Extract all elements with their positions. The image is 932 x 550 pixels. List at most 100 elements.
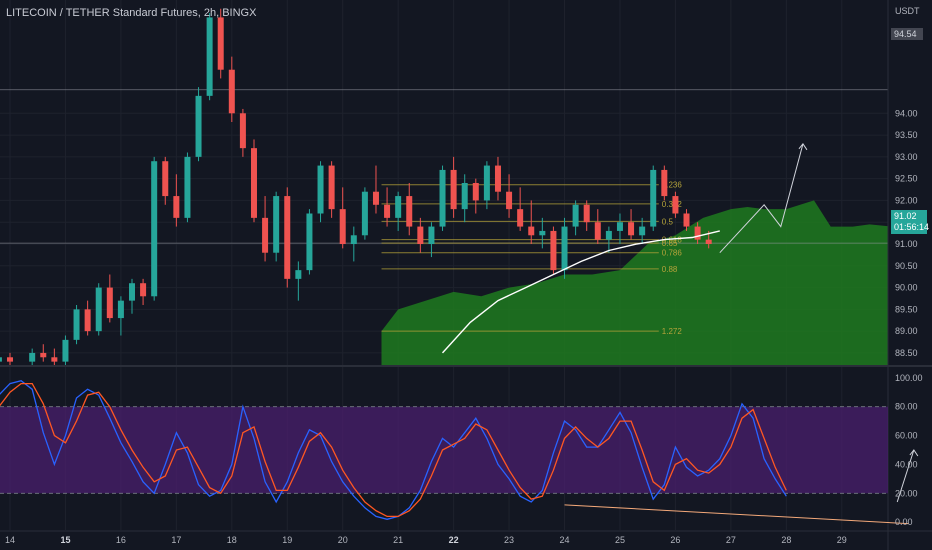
price-tick-label: 92.00 — [895, 195, 918, 205]
candle — [162, 156, 169, 205]
price-axis[interactable]: 94.0093.5093.0092.5092.0091.5091.0090.50… — [887, 0, 932, 550]
candle-body — [628, 222, 635, 236]
candle — [483, 161, 490, 210]
chart-title: LITECOIN / TETHER Standard Futures, 2h, … — [6, 7, 257, 19]
candle-body — [250, 148, 257, 218]
candle-body — [228, 69, 235, 114]
time-tick-label: 23 — [504, 535, 514, 545]
time-tick-label: 17 — [171, 535, 181, 545]
candle-body — [295, 270, 302, 279]
candle — [62, 335, 69, 366]
price-tick-label: 92.50 — [895, 174, 918, 184]
price-tick-label: 90.50 — [895, 261, 918, 271]
stoch-tick-label: 40.00 — [895, 459, 918, 469]
candle — [372, 165, 379, 214]
candle-body — [517, 209, 524, 227]
candle-body — [672, 196, 679, 214]
candle-body — [428, 226, 435, 244]
fib-level-label: 0.382 — [662, 200, 683, 209]
candle — [250, 139, 257, 223]
stoch-axis: 100.00 80.00 60.00 40.00 20.00 0.00 — [895, 373, 923, 527]
candle — [583, 200, 590, 231]
price-tick-label: 94.00 — [895, 108, 918, 118]
projection-path-line — [719, 143, 804, 254]
price-tick-label: 93.50 — [895, 130, 918, 140]
candle — [661, 165, 668, 201]
time-tick-label: 27 — [726, 535, 736, 545]
stoch-tick-label: 80.00 — [895, 402, 918, 412]
candle-body — [594, 222, 601, 240]
candle — [361, 187, 368, 240]
time-tick-label: 15 — [60, 535, 70, 545]
time-tick-label: 26 — [670, 535, 680, 545]
fib-level-label: 0.618 — [662, 236, 683, 245]
candle-body — [683, 213, 690, 227]
candle-body — [62, 339, 69, 362]
candle-body — [395, 196, 402, 218]
moving-average — [441, 230, 720, 354]
candle-body — [461, 183, 468, 210]
candle — [84, 300, 91, 336]
stoch-arrowhead — [909, 449, 919, 457]
stoch-tick-label: 60.00 — [895, 431, 918, 441]
candle-body — [472, 183, 479, 201]
candle — [694, 222, 701, 244]
candle-body — [605, 230, 612, 240]
candle — [151, 156, 158, 301]
candle — [140, 278, 147, 305]
candle — [639, 217, 646, 244]
candle-body — [616, 222, 623, 231]
candle-body — [339, 209, 346, 244]
price-tick-label: 89.50 — [895, 304, 918, 314]
projection-fill — [381, 200, 925, 366]
candle-body — [117, 300, 124, 319]
reference-price-tag: 94.54 — [891, 28, 923, 40]
candle-body — [361, 191, 368, 236]
candle — [395, 191, 402, 231]
fib-level-label: 0.65 — [662, 239, 678, 248]
stoch-annotations — [564, 449, 919, 525]
candle — [328, 161, 335, 218]
candle-body — [0, 357, 2, 362]
candle-body — [195, 95, 202, 157]
overbought-oversold-band — [0, 406, 888, 494]
candle-body — [539, 230, 546, 236]
candle — [184, 152, 191, 223]
candle — [317, 161, 324, 223]
candle-body — [173, 196, 180, 218]
candle-body — [384, 204, 391, 218]
candle-body — [372, 191, 379, 205]
time-axis[interactable]: 14 15 16 17 18 19 20 21 22 23 24 25 26 27 28 29 — [0, 530, 932, 545]
time-tick-label: 28 — [781, 535, 791, 545]
projection-area — [381, 200, 925, 366]
divergence-line — [564, 504, 909, 525]
candle-body — [206, 17, 213, 96]
candle — [7, 352, 13, 366]
candle — [339, 187, 346, 249]
candle-body — [239, 113, 246, 149]
candle — [128, 278, 135, 314]
fib-level-label: 1.272 — [662, 327, 683, 336]
time-tick-label: 18 — [227, 535, 237, 545]
candle-body — [350, 235, 357, 244]
candle-body — [106, 287, 113, 319]
candle-body — [328, 165, 335, 210]
candle-body — [561, 226, 568, 271]
candle-body — [140, 283, 147, 297]
candle — [539, 217, 546, 249]
candle-body — [661, 169, 668, 197]
stoch-d-line — [0, 382, 787, 518]
projection-arrow — [719, 142, 808, 254]
candle-body — [84, 309, 91, 332]
candle-body — [572, 204, 579, 227]
stoch-band — [0, 406, 888, 494]
candle — [73, 305, 80, 345]
candle — [572, 200, 579, 236]
candlesticks — [0, 8, 712, 366]
fib-level-label: 0.5 — [662, 217, 674, 226]
candle-body — [494, 165, 501, 192]
time-tick-label: 20 — [338, 535, 348, 545]
last-price-value: 91.02 — [894, 211, 917, 221]
candle-body — [262, 217, 269, 253]
